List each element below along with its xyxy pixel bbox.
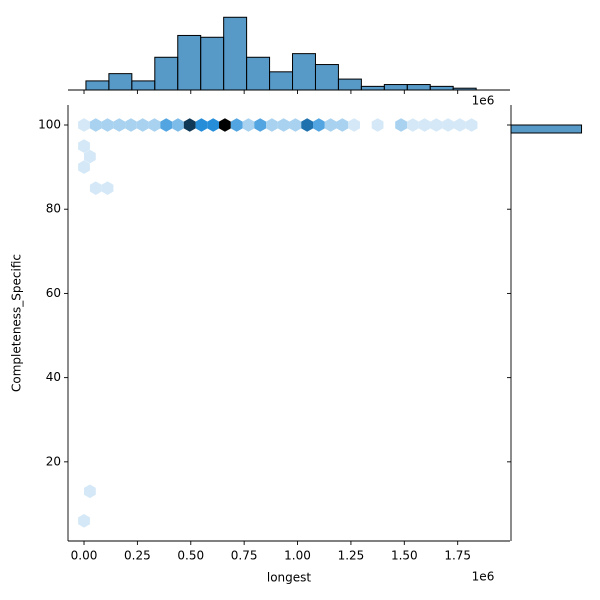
hexbin bbox=[78, 160, 90, 174]
x-tick-label: 1.50 bbox=[391, 549, 418, 563]
hexbin bbox=[348, 118, 361, 132]
histogram-bar bbox=[314, 64, 339, 91]
hexbin bbox=[78, 139, 90, 153]
hexbin bbox=[172, 118, 184, 132]
y-tick-label: 100 bbox=[38, 118, 61, 132]
histogram-bar bbox=[406, 84, 431, 91]
histogram-bar bbox=[85, 80, 110, 91]
hexbin bbox=[336, 118, 349, 132]
hexbin bbox=[266, 118, 278, 132]
hexbin bbox=[289, 118, 302, 132]
hexbin bbox=[453, 118, 466, 132]
hexbin bbox=[242, 118, 255, 132]
hexbin bbox=[89, 118, 102, 132]
hexbin bbox=[195, 118, 208, 132]
histogram-bar bbox=[200, 36, 225, 91]
hexbin bbox=[277, 118, 290, 132]
histogram-bar bbox=[383, 84, 408, 91]
x-tick-label: 1.00 bbox=[284, 549, 311, 563]
hexbin bbox=[113, 118, 126, 132]
hexbin bbox=[89, 181, 102, 195]
hexbin bbox=[406, 118, 419, 132]
hexbin bbox=[442, 118, 454, 132]
hexbin bbox=[160, 118, 173, 132]
hexbin bbox=[78, 118, 90, 132]
histogram-bar bbox=[452, 87, 477, 91]
y-axis-label: Completeness_Specific bbox=[10, 254, 24, 392]
x-tick-label: 0.00 bbox=[71, 549, 98, 563]
x-tick-label: 0.50 bbox=[177, 549, 204, 563]
hexbin bbox=[465, 118, 478, 132]
x-axis-label: longest bbox=[267, 571, 312, 585]
y-tick-label: 80 bbox=[46, 202, 61, 216]
x-tick-label: 1.25 bbox=[338, 549, 365, 563]
hexbin bbox=[324, 118, 337, 132]
hexbin bbox=[148, 118, 161, 132]
hexbin bbox=[136, 118, 149, 132]
histogram-bar bbox=[292, 53, 316, 91]
y-tick-label: 60 bbox=[46, 286, 61, 300]
hexbin bbox=[207, 118, 220, 132]
offset-text: 1e6 bbox=[472, 570, 495, 584]
x-tick-label: 0.25 bbox=[124, 549, 151, 563]
histogram-bar bbox=[429, 85, 454, 91]
hexbin bbox=[101, 118, 114, 132]
hexbin bbox=[101, 181, 114, 195]
histogram-bar bbox=[269, 71, 294, 91]
hexbin bbox=[313, 118, 325, 132]
hexbin bbox=[219, 118, 231, 132]
hexbin bbox=[371, 118, 384, 132]
hexbin bbox=[230, 118, 243, 132]
hexbin bbox=[183, 118, 196, 132]
hexbin bbox=[125, 118, 137, 132]
hexbin bbox=[395, 118, 407, 132]
histogram-bar bbox=[360, 85, 385, 91]
hexbin bbox=[301, 118, 314, 132]
hexbin bbox=[84, 484, 96, 499]
histogram-bar bbox=[337, 78, 362, 91]
hexbin bbox=[254, 118, 267, 132]
histogram-bar bbox=[246, 56, 271, 91]
y-tick-label: 40 bbox=[46, 370, 61, 384]
histogram-bar bbox=[131, 80, 156, 91]
y-tick-label: 20 bbox=[46, 454, 61, 468]
histogram-bar bbox=[223, 16, 248, 91]
histogram-bar bbox=[510, 124, 583, 134]
offset-text: 1e6 bbox=[472, 94, 495, 108]
histogram-bar bbox=[108, 73, 133, 91]
hexbin bbox=[430, 118, 443, 132]
x-tick-label: 1.75 bbox=[444, 549, 471, 563]
histogram-bar bbox=[177, 34, 202, 91]
x-tick-label: 0.75 bbox=[231, 549, 258, 563]
hexbin bbox=[84, 149, 96, 164]
histogram-bar bbox=[154, 56, 179, 91]
hexbin bbox=[418, 118, 431, 132]
hexbin bbox=[78, 513, 90, 528]
